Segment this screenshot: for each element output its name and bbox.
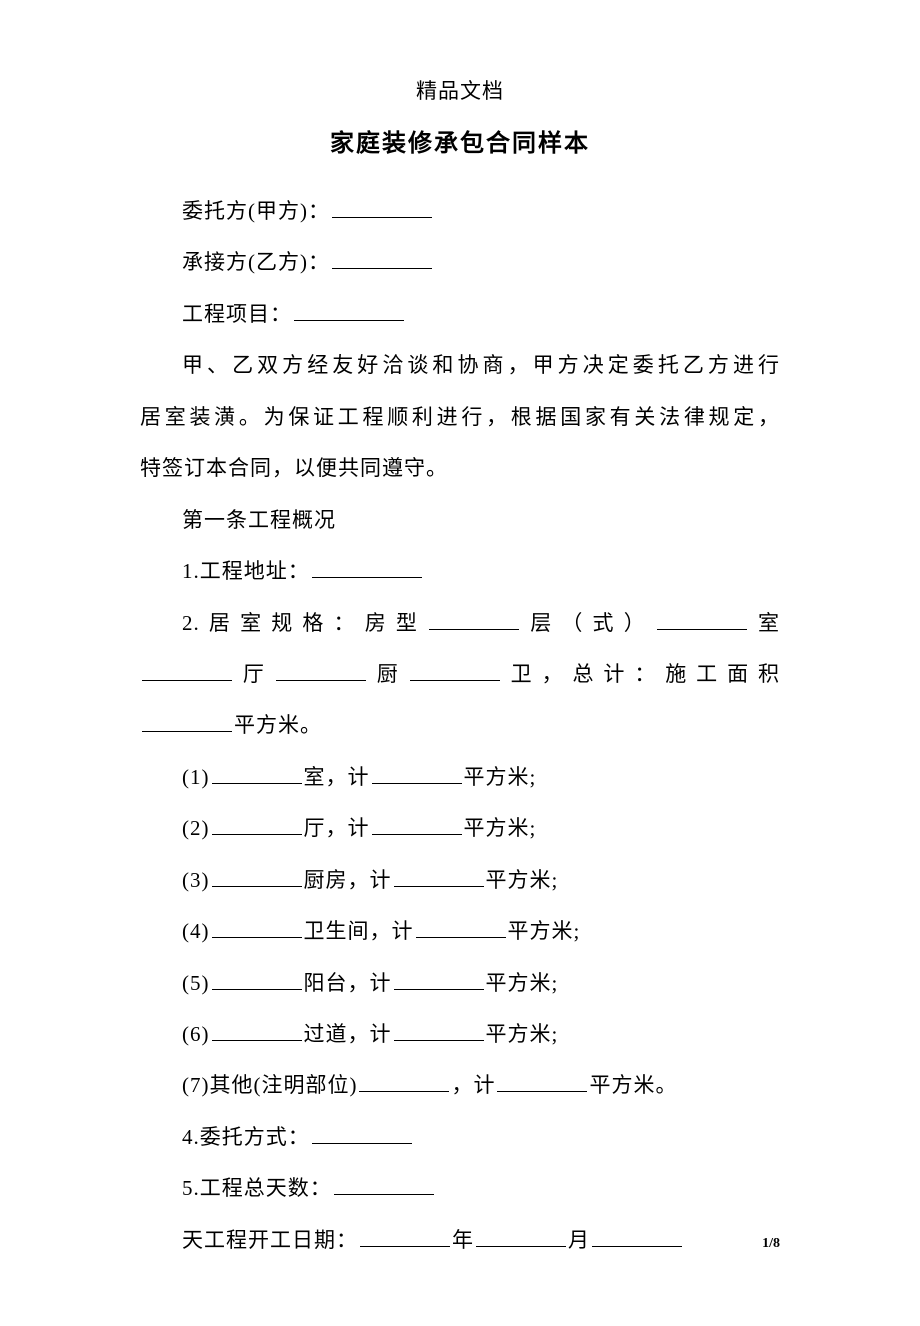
blank-field <box>410 662 500 681</box>
blank-field <box>276 662 366 681</box>
blank-field <box>394 971 484 990</box>
spec-text-1: 2.居室规格：房型 <box>182 611 427 635</box>
intro-line-1: 甲、乙双方经友好洽谈和协商，甲方决定委托乙方进行 <box>140 340 780 391</box>
method-label: 4.委托方式： <box>182 1125 310 1149</box>
project-line: 工程项目： <box>140 289 780 340</box>
sub-suffix: 平方米; <box>464 816 537 840</box>
start-date-line: 天工程开工日期： 年 月 <box>140 1215 780 1266</box>
days-label: 5.工程总天数： <box>182 1176 332 1200</box>
blank-field <box>592 1228 682 1247</box>
sub-mid: 室，计 <box>304 765 370 789</box>
blank-field <box>394 1022 484 1041</box>
blank-field <box>497 1074 587 1093</box>
address-label: 1.工程地址： <box>182 559 310 583</box>
spec-text-5: 厨 <box>368 662 408 686</box>
item-2-spec-line2: 厅 厨 卫，总计：施工面积 <box>140 649 780 700</box>
blank-field <box>312 559 422 578</box>
spec-text-2: 层（式） <box>521 611 655 635</box>
sub-mid: ，计 <box>451 1073 495 1097</box>
blank-field <box>359 1074 449 1093</box>
sub-prefix: (2) <box>182 816 210 840</box>
item-2-spec-line1: 2.居室规格：房型 层（式） 室 <box>140 598 780 649</box>
blank-field <box>334 1176 434 1195</box>
sub-suffix: 平方米。 <box>589 1073 677 1097</box>
document-title: 家庭装修承包合同样本 <box>140 123 780 158</box>
blank-field <box>332 199 432 218</box>
blank-field <box>657 611 747 630</box>
blank-field <box>142 713 232 732</box>
sub-suffix: 平方米; <box>486 1022 559 1046</box>
blank-field <box>332 251 432 270</box>
page-total: 8 <box>773 1236 780 1251</box>
blank-field <box>394 868 484 887</box>
project-label: 工程项目： <box>182 302 292 326</box>
sub-prefix: (1) <box>182 765 210 789</box>
party-b-line: 承接方(乙方)： <box>140 237 780 288</box>
subitem-2: (2) 厅，计 平方米; <box>140 803 780 854</box>
page-header: 精品文档 <box>140 75 780 105</box>
blank-field <box>372 765 462 784</box>
spec-text-4: 厅 <box>234 662 274 686</box>
blank-field <box>429 611 519 630</box>
section-1-title: 第一条工程概况 <box>140 495 780 546</box>
subitem-1: (1) 室，计 平方米; <box>140 752 780 803</box>
sub-suffix: 平方米; <box>486 971 559 995</box>
subitem-6: (6) 过道，计 平方米; <box>140 1009 780 1060</box>
subitem-7: (7)其他(注明部位) ，计 平方米。 <box>140 1060 780 1111</box>
item-4-method: 4.委托方式： <box>140 1112 780 1163</box>
blank-field <box>212 919 302 938</box>
blank-field <box>476 1228 566 1247</box>
sub-suffix: 平方米; <box>508 919 581 943</box>
blank-field <box>212 765 302 784</box>
party-b-label: 承接方(乙方)： <box>182 250 330 274</box>
spec-text-3: 室 <box>749 611 780 635</box>
intro-line-2: 居室装潢。为保证工程顺利进行，根据国家有关法律规定， <box>140 392 780 443</box>
sub-suffix: 平方米; <box>464 765 537 789</box>
blank-field <box>212 868 302 887</box>
item-2-spec-line3: 平方米。 <box>140 700 780 751</box>
blank-field <box>212 971 302 990</box>
sub-mid: 过道，计 <box>304 1022 392 1046</box>
item-1-address: 1.工程地址： <box>140 546 780 597</box>
blank-field <box>360 1228 450 1247</box>
sub-prefix: (3) <box>182 868 210 892</box>
page-footer: 1/8 <box>762 1236 780 1252</box>
blank-field <box>294 302 404 321</box>
sub-mid: 厨房，计 <box>304 868 392 892</box>
party-a-line: 委托方(甲方)： <box>140 186 780 237</box>
sub-mid: 卫生间，计 <box>304 919 414 943</box>
sub-prefix: (5) <box>182 971 210 995</box>
spec-text-7: 平方米。 <box>234 713 322 737</box>
subitem-3: (3) 厨房，计 平方米; <box>140 855 780 906</box>
document-page: 精品文档 家庭装修承包合同样本 委托方(甲方)： 承接方(乙方)： 工程项目： … <box>0 0 920 1326</box>
item-5-days: 5.工程总天数： <box>140 1163 780 1214</box>
blank-field <box>416 919 506 938</box>
sub-mid: 厅，计 <box>304 816 370 840</box>
blank-field <box>312 1125 412 1144</box>
date-year: 年 <box>452 1228 474 1252</box>
blank-field <box>142 662 232 681</box>
subitem-4: (4) 卫生间，计 平方米; <box>140 906 780 957</box>
sub-prefix: (6) <box>182 1022 210 1046</box>
sub-suffix: 平方米; <box>486 868 559 892</box>
date-label: 天工程开工日期： <box>182 1228 358 1252</box>
intro-line-3: 特签订本合同，以便共同遵守。 <box>140 443 780 494</box>
blank-field <box>212 1022 302 1041</box>
sub-mid: 阳台，计 <box>304 971 392 995</box>
blank-field <box>212 816 302 835</box>
blank-field <box>372 816 462 835</box>
sub-prefix: (4) <box>182 919 210 943</box>
subitem-5: (5) 阳台，计 平方米; <box>140 958 780 1009</box>
date-month: 月 <box>568 1228 590 1252</box>
party-a-label: 委托方(甲方)： <box>182 199 330 223</box>
spec-text-6: 卫，总计：施工面积 <box>502 662 780 686</box>
sub-prefix: (7)其他(注明部位) <box>182 1073 357 1097</box>
